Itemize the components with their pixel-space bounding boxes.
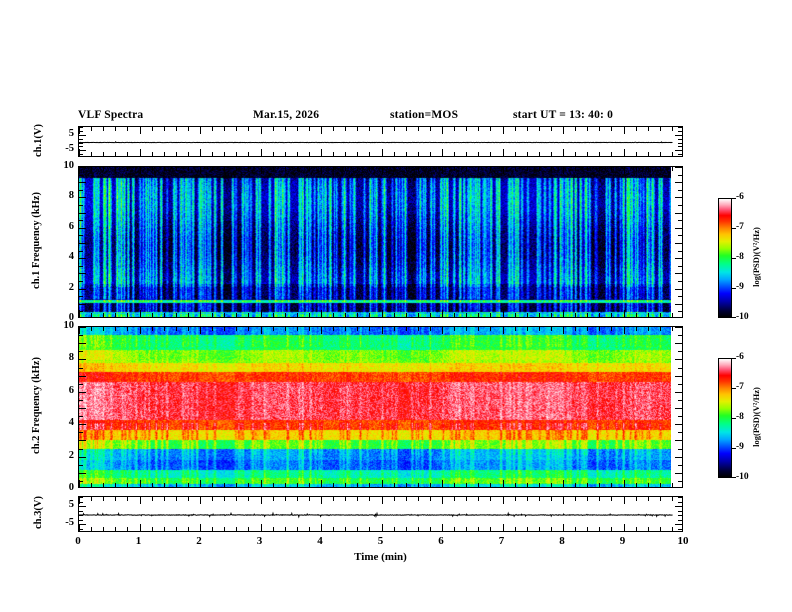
voltage-tick-label: -5	[65, 143, 74, 155]
frequency-tick-label: 4	[68, 251, 74, 263]
colorbar-tick-mark	[732, 258, 736, 259]
colorbar-tick-label: -10	[736, 312, 749, 322]
voltage-tick-label: 5	[68, 499, 74, 510]
frequency-tick-label: 10	[63, 320, 75, 331]
colorbar-tick-mark	[732, 388, 736, 389]
ch1-colorbar-title: log(PSD)(V²/Hz)	[750, 227, 761, 287]
colorbar-tick-label: -9	[736, 282, 744, 292]
colorbar-tick-mark	[732, 317, 736, 318]
time-tick-label: 2	[196, 535, 202, 547]
time-tick-label: 7	[498, 535, 505, 547]
time-tick-label: 4	[317, 535, 323, 547]
ch1-waveform-trace	[79, 140, 673, 144]
ch1-colorbar-gradient	[718, 198, 732, 318]
frequency-tick-label: 6	[68, 384, 74, 396]
frequency-tick-label: 0	[68, 312, 74, 323]
observation-date: Mar.15, 2026	[253, 109, 320, 121]
ch1-spectrogram-image	[79, 167, 671, 317]
time-tick-label: 9	[619, 535, 626, 547]
colorbar-tick-label: -7	[736, 382, 744, 392]
colorbar-tick-mark	[732, 418, 736, 419]
colorbar-tick-label: -7	[736, 222, 744, 232]
colorbar-tick-mark	[732, 228, 736, 229]
time-axis-title: Time (min)	[354, 551, 407, 563]
frequency-tick-label: 6	[68, 220, 74, 232]
voltage-tick-label: 5	[68, 127, 74, 139]
colorbar-tick-label: -6	[736, 192, 744, 202]
colorbar-tick-label: -9	[736, 442, 744, 452]
colorbar-tick-label: -8	[736, 412, 744, 422]
ch2-spectrogram-panel	[78, 326, 683, 488]
ch1-waveform-axis-title: ch.1(V)	[32, 123, 44, 157]
figure-title-row: VLF Spectra Mar.15, 2026 station=MOS sta…	[78, 109, 683, 125]
time-tick-label: 5	[377, 535, 384, 547]
ch2-colorbar-gradient	[718, 358, 732, 478]
frequency-tick-label: 8	[68, 190, 74, 202]
ch3-waveform-panel	[78, 496, 683, 532]
frequency-tick-label: 0	[68, 482, 74, 493]
time-tick-label: 3	[256, 535, 263, 547]
ch1-spectrogram-panel	[78, 166, 683, 318]
colorbar-tick-mark	[732, 477, 736, 478]
ch3-waveform-trace	[79, 511, 673, 519]
ch2-colorbar-title: log(PSD)(V²/Hz)	[750, 387, 761, 447]
frequency-tick-label: 8	[68, 352, 74, 364]
time-tick-label: 10	[677, 535, 689, 547]
colorbar-tick-mark	[732, 358, 736, 359]
time-tick-label: 1	[135, 535, 142, 547]
ch1-frequency-axis-title: ch.1 Frequency (kHz)	[30, 192, 42, 289]
page-title: VLF Spectra	[78, 109, 144, 121]
station-label: station=MOS	[390, 109, 459, 121]
colorbar-tick-label: -6	[736, 352, 744, 362]
time-tick-label: 8	[559, 535, 565, 547]
time-tick-label: 0	[75, 535, 81, 547]
time-tick-label: 6	[438, 535, 444, 547]
colorbar-tick-mark	[732, 198, 736, 199]
ch3-waveform-axis-title: ch.3(V)	[32, 496, 44, 529]
colorbar-tick-mark	[732, 288, 736, 289]
frequency-tick-label: 2	[68, 281, 74, 293]
colorbar-tick-label: -10	[736, 472, 749, 482]
colorbar-tick-mark	[732, 448, 736, 449]
frequency-tick-label: 4	[68, 417, 74, 429]
voltage-tick-label: -5	[65, 517, 74, 528]
ch2-spectrogram-image	[79, 327, 671, 487]
ch2-frequency-axis-title: ch.2 Frequency (kHz)	[30, 357, 42, 454]
ch1-waveform-panel	[78, 126, 683, 157]
colorbar-tick-label: -8	[736, 252, 744, 262]
frequency-tick-label: 2	[68, 449, 74, 461]
start-ut-label: start UT = 13: 40: 0	[513, 109, 614, 121]
frequency-tick-label: 10	[63, 160, 75, 171]
